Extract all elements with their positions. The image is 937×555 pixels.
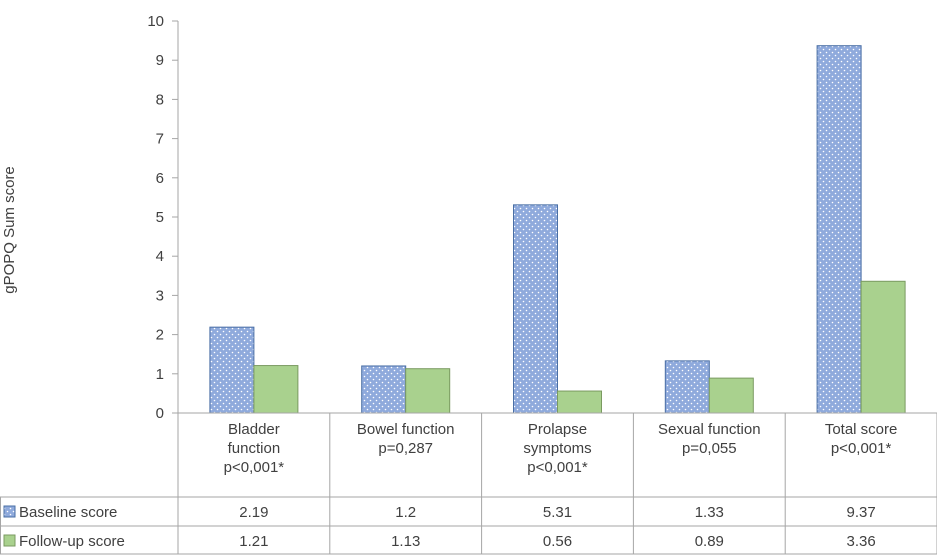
baseline-bar <box>816 45 862 414</box>
baseline-bar <box>209 326 255 414</box>
category-label: symptoms <box>523 440 591 457</box>
y-tick-label: 1 <box>156 366 164 383</box>
axes-group: 0 1 2 3 4 5 6 7 8 9 10 <box>147 13 179 422</box>
follow-up-bar <box>557 390 602 414</box>
category-label: Sexual function <box>658 421 761 438</box>
category-label: p<0,001* <box>831 440 892 457</box>
table-value: 3.36 <box>846 533 875 550</box>
y-tick-label: 7 <box>156 131 164 148</box>
legend-entry: Follow-up score <box>19 533 125 550</box>
y-tick-label: 4 <box>156 248 164 265</box>
table-value: 1.33 <box>695 504 724 521</box>
follow-up-bar <box>708 377 754 414</box>
y-tick-label: 9 <box>156 52 164 69</box>
category-label: p=0,287 <box>378 440 433 457</box>
y-tick-label: 8 <box>156 91 164 108</box>
category-label: Bowel function <box>357 421 455 438</box>
table-value: 0.56 <box>543 533 572 550</box>
category-label: Total score <box>825 421 898 438</box>
baseline-legend-swatch <box>3 505 16 518</box>
baseline-bar <box>361 365 407 414</box>
y-tick-label: 3 <box>156 287 164 304</box>
baseline-bar <box>664 360 710 414</box>
table-value: 2.19 <box>239 504 268 521</box>
category-label: p=0,055 <box>682 440 737 457</box>
category-label: function <box>228 440 281 457</box>
baseline-bar <box>513 204 558 414</box>
table-value: 0.89 <box>695 533 724 550</box>
table-value: 9.37 <box>846 504 875 521</box>
bars-group <box>209 45 906 414</box>
y-tick-label: 6 <box>156 170 164 187</box>
y-tick-label: 0 <box>156 405 164 422</box>
table-value: 1.13 <box>391 533 420 550</box>
follow-up-legend-swatch <box>3 534 16 547</box>
table-value: 1.21 <box>239 533 268 550</box>
follow-up-bar <box>860 280 906 414</box>
y-tick-label: 5 <box>156 209 164 226</box>
y-tick-label: 10 <box>147 13 164 30</box>
table-value: 5.31 <box>543 504 572 521</box>
category-label: Prolapse <box>528 421 587 438</box>
table-value: 1.2 <box>395 504 416 521</box>
category-label: p<0,001* <box>224 459 285 476</box>
y-axis-label: gPOPQ Sum score <box>1 166 18 294</box>
category-label: p<0,001* <box>527 459 588 476</box>
data-table: Bladder function p<0,001* Bowel function p=0… <box>0 412 937 555</box>
y-tick-label: 2 <box>156 327 164 344</box>
follow-up-bar <box>253 365 299 414</box>
legend-entry: Baseline score <box>19 504 117 521</box>
category-label: Bladder <box>228 421 280 438</box>
follow-up-bar <box>405 368 451 414</box>
